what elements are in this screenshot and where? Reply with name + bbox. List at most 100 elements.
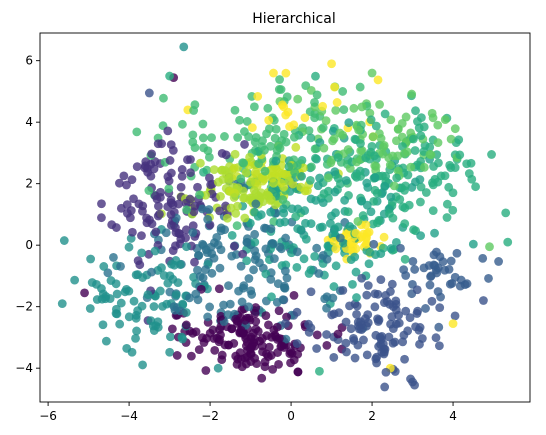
data-point <box>281 319 290 328</box>
data-point <box>188 228 198 237</box>
data-point <box>151 227 161 237</box>
data-point <box>167 259 176 269</box>
data-point <box>468 239 478 249</box>
data-point <box>328 126 338 136</box>
data-point <box>207 133 216 143</box>
data-point <box>260 362 270 372</box>
data-point <box>105 294 115 303</box>
data-point <box>157 263 166 273</box>
data-point <box>328 136 337 146</box>
data-point <box>112 223 121 232</box>
data-point <box>155 209 164 219</box>
data-point <box>131 313 141 323</box>
data-point <box>164 184 174 193</box>
data-point <box>207 268 217 278</box>
data-point <box>416 231 426 240</box>
data-point <box>182 205 191 215</box>
data-point <box>329 353 339 362</box>
data-point <box>433 138 443 148</box>
data-point <box>327 310 337 320</box>
data-point <box>266 207 276 217</box>
data-point <box>213 240 223 250</box>
data-point <box>202 248 212 258</box>
data-point <box>171 290 181 300</box>
data-point <box>448 205 458 215</box>
data-point <box>289 290 299 300</box>
data-point <box>428 206 438 216</box>
data-point <box>348 279 357 289</box>
data-point <box>386 244 396 253</box>
data-point <box>485 242 494 252</box>
data-point <box>312 330 322 340</box>
data-point <box>391 296 401 306</box>
data-point <box>132 326 141 336</box>
data-point <box>246 334 256 344</box>
data-point <box>268 239 278 249</box>
data-point <box>236 325 246 335</box>
data-point <box>380 382 390 392</box>
data-point <box>370 161 380 171</box>
data-point <box>432 268 442 278</box>
data-point <box>246 177 256 187</box>
data-point <box>147 267 156 277</box>
data-point <box>352 293 361 302</box>
data-point <box>430 174 440 184</box>
data-point <box>479 296 488 305</box>
data-point <box>223 310 233 319</box>
data-point <box>138 360 147 370</box>
data-point <box>149 164 159 174</box>
data-point <box>171 241 180 251</box>
data-point <box>161 228 171 238</box>
data-point <box>346 324 356 334</box>
data-point <box>310 252 320 261</box>
data-point <box>225 299 235 309</box>
data-point <box>281 137 291 147</box>
data-point <box>403 326 413 336</box>
data-point <box>484 274 493 283</box>
data-point <box>318 101 328 111</box>
data-point <box>322 330 331 339</box>
data-point <box>250 168 260 177</box>
data-point <box>116 298 126 308</box>
data-point <box>387 312 397 322</box>
data-point <box>237 297 247 307</box>
data-point <box>322 303 331 313</box>
data-point <box>154 201 163 211</box>
data-point <box>263 352 273 362</box>
data-point <box>370 289 380 299</box>
data-point <box>310 109 320 118</box>
data-point <box>305 175 315 185</box>
data-point <box>185 293 194 303</box>
data-point <box>198 119 208 129</box>
data-point <box>290 168 300 177</box>
data-point <box>386 115 396 125</box>
data-point <box>186 351 196 361</box>
data-point <box>389 181 399 191</box>
data-point <box>333 153 343 162</box>
data-point <box>414 123 424 133</box>
data-point <box>115 319 125 329</box>
data-point <box>380 181 390 191</box>
data-point <box>325 219 335 228</box>
data-point <box>333 174 343 183</box>
data-point <box>442 199 452 209</box>
data-point <box>236 354 246 364</box>
data-point <box>323 173 333 183</box>
data-point <box>103 268 113 278</box>
data-point <box>80 288 89 298</box>
data-point <box>381 367 391 377</box>
data-point <box>372 218 382 228</box>
data-point <box>356 172 365 181</box>
data-point <box>289 355 299 365</box>
data-point <box>251 133 261 142</box>
data-point <box>391 305 401 315</box>
data-point <box>242 117 252 126</box>
data-point <box>452 248 462 258</box>
x-tick-label: −6 <box>39 409 57 423</box>
data-point <box>405 313 415 323</box>
data-point <box>375 100 384 109</box>
data-point <box>330 82 339 92</box>
data-point <box>257 373 267 383</box>
data-point <box>416 113 426 122</box>
data-point <box>178 299 188 309</box>
